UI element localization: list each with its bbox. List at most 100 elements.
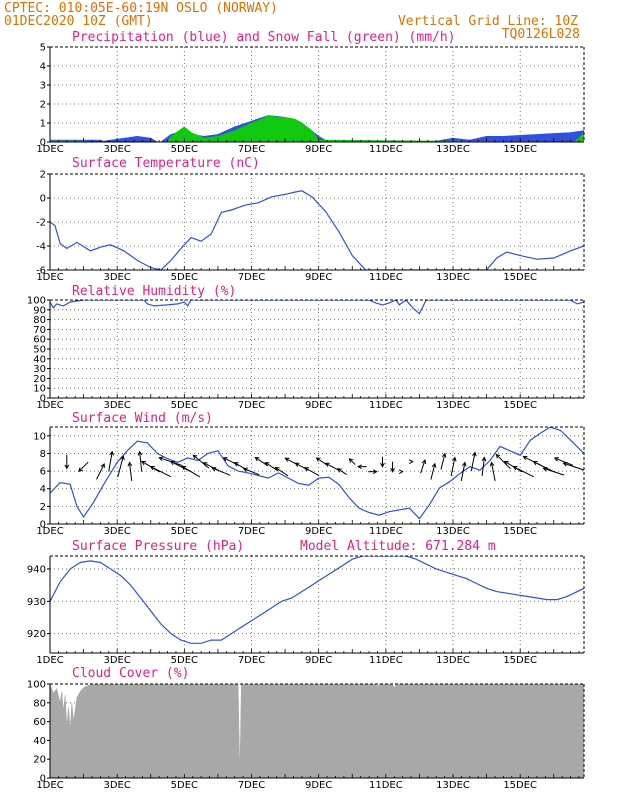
wind-arrow [96,463,105,480]
y-tick-label: 2 [40,170,46,181]
header-grid-note: Vertical Grid Line: 10Z [398,14,578,29]
y-tick-label: 5 [40,43,46,54]
panel-5: 0 20 40 60 80 100 1DEC 3DEC 5DEC 7DEC 9DEC 11DEC 13D… [27,680,585,791]
wind-arrow [303,467,320,477]
wind-arrow [481,456,487,476]
humidity-title: Relative Humidity (%) [72,284,236,299]
x-tick-label: 11DEC [369,400,403,411]
x-tick-label: 13DEC [436,144,470,155]
y-tick-label: 100 [27,296,46,307]
x-tick-label: 1DEC [36,272,63,283]
wind-arrow [149,465,172,478]
panel-1: -6 -4 -2 0 2 1DEC 3DEC 5DEC 7DEC 9DEC 11DEC 13DEC 15… [36,170,585,283]
plot-area [50,300,584,315]
wind-arrow [368,469,378,475]
x-tick-label: 5DEC [171,400,198,411]
x-tick-label: 9DEC [305,272,332,283]
x-tick-label: 3DEC [103,144,130,155]
y-tick-label: 8 [40,449,46,460]
y-tick-label: 920 [27,629,46,640]
panel-4: 920 930 940 1DEC 3DEC 5DEC 7DEC 9DEC 11DEC 13DEC 1… [27,555,585,666]
wind-arrow [108,450,114,472]
x-tick-label: 15DEC [503,144,537,155]
wind-arrow [181,465,201,478]
x-tick-label: 15DEC [503,400,537,411]
x-tick-label: 1DEC [36,400,63,411]
wind-arrow [460,461,467,481]
wind-title: Surface Wind (m/s) [72,411,213,426]
x-tick-label: 13DEC [436,400,470,411]
header-date: 01DEC2020 10Z (GMT) [4,14,153,29]
wind-arrow [357,464,367,470]
y-tick-label: 80 [33,315,46,326]
wind-arrow [211,467,231,476]
x-tick-label: 13DEC [436,655,470,666]
wind-arrow [450,456,457,476]
x-tick-label: 11DEC [369,526,403,537]
wind-arrow [542,467,565,476]
y-tick-label: 100 [27,680,46,691]
y-tick-label: 80 [33,698,46,709]
y-tick-label: -6 [36,266,46,277]
y-tick-label: 70 [33,325,46,336]
y-tick-label: 0 [40,194,46,205]
x-tick-label: 13DEC [436,780,470,791]
y-tick-label: 40 [33,736,46,747]
header-model-code: TQ0126L028 [502,27,580,42]
y-tick-label: 4 [40,62,46,73]
precip-title: Precipitation (blue) and Snow Fall (gree… [72,30,456,45]
wind-arrow [348,458,356,465]
snowfall-area [50,115,584,142]
cloud-area [50,684,584,778]
x-tick-label: 3DEC [103,780,130,791]
x-tick-label: 1DEC [36,526,63,537]
wind-arrow [470,451,477,471]
x-tick-label: 7DEC [238,272,265,283]
series-line [50,556,584,644]
plot-area [50,684,584,778]
panels: 0 1 2 3 4 5 1DEC 3DEC 5DEC 7DEC 9DEC 11DEC 13DEC 15DE… [27,43,585,791]
wind-arrow [127,461,133,481]
x-tick-label: 9DEC [305,400,332,411]
plot-area [50,427,584,520]
x-tick-label: 7DEC [238,655,265,666]
plot-area [50,190,584,270]
x-tick-label: 5DEC [171,655,198,666]
series-line [50,300,584,315]
x-tick-label: 15DEC [503,780,537,791]
x-tick-label: 7DEC [238,526,265,537]
plot-area [50,556,584,644]
panel-3: 0 2 4 6 8 10 1DEC 3DEC 5DEC 7DEC 9DEC 11DEC 13DEC 15D… [33,426,585,537]
x-tick-label: 7DEC [238,144,265,155]
x-tick-label: 1DEC [36,144,63,155]
panel-0: 0 1 2 3 4 5 1DEC 3DEC 5DEC 7DEC 9DEC 11DEC 13DEC 15DE… [36,43,585,155]
y-tick-label: 0 [40,394,46,405]
wind-arrow [78,461,89,473]
wind-arrow [390,461,395,473]
x-tick-label: 1DEC [36,780,63,791]
y-tick-label: 30 [33,364,46,375]
x-tick-label: 15DEC [503,526,537,537]
wind-arrow [398,469,404,475]
x-tick-label: 5DEC [171,272,198,283]
x-tick-label: 9DEC [305,780,332,791]
pressure-annotation: Model Altitude: 671.284 m [300,539,496,554]
wind-arrow [440,452,447,470]
y-tick-label: 10 [33,431,46,442]
x-tick-label: 7DEC [238,780,265,791]
x-tick-label: 3DEC [103,272,130,283]
temperature-title: Surface Temperature (nC) [72,156,260,171]
x-tick-label: 15DEC [503,655,537,666]
x-tick-label: 7DEC [238,400,265,411]
wind-arrow [117,455,125,478]
y-tick-label: 930 [27,597,46,608]
y-tick-label: 50 [33,345,46,356]
wind-arrow [512,465,534,478]
wind-arrow [562,462,584,471]
cloud-title: Cloud Cover (%) [72,666,189,681]
y-tick-label: 0 [40,520,46,531]
y-tick-label: 10 [33,384,46,395]
y-tick-label: 20 [33,374,46,385]
y-tick-label: 2 [40,502,46,513]
